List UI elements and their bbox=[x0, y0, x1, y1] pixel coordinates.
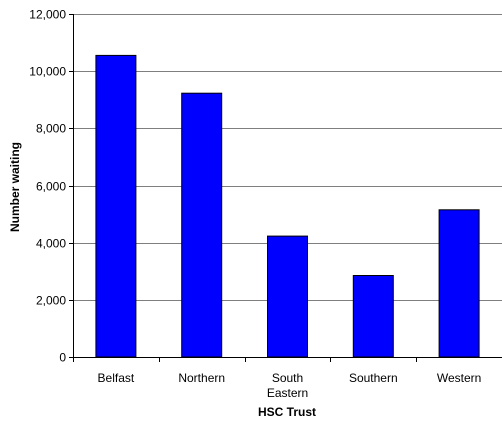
y-tick-label: 0 bbox=[59, 351, 66, 365]
x-axis-label: HSC Trust bbox=[258, 405, 316, 419]
y-tick-label: 6,000 bbox=[36, 180, 66, 194]
y-tick-label: 2,000 bbox=[36, 294, 66, 308]
y-tick-label: 4,000 bbox=[36, 237, 66, 251]
x-tick-labels: Belfast Northern South Eastern Southern Weste… bbox=[73, 357, 481, 400]
x-tick-label: Belfast bbox=[98, 371, 135, 385]
bar bbox=[181, 92, 223, 358]
bar bbox=[95, 54, 137, 358]
y-tick-label: 10,000 bbox=[29, 65, 66, 79]
y-tick-labels: 0 2,000 4,000 6,000 8,000 10,000 12,000 bbox=[29, 8, 73, 365]
bars bbox=[95, 54, 480, 358]
x-tick-label: Western bbox=[437, 371, 481, 385]
axes bbox=[73, 14, 502, 358]
x-tick-label: Southern bbox=[349, 371, 398, 385]
bar bbox=[352, 275, 394, 358]
bar bbox=[438, 209, 480, 358]
y-tick-label: 8,000 bbox=[36, 122, 66, 136]
y-tick-label: 12,000 bbox=[29, 8, 66, 22]
x-tick-label: Northern bbox=[178, 371, 225, 385]
bar bbox=[267, 235, 308, 358]
x-tick-label: South Eastern bbox=[267, 371, 308, 400]
gridlines bbox=[73, 14, 502, 301]
y-axis-label: Number waiting bbox=[8, 142, 22, 232]
